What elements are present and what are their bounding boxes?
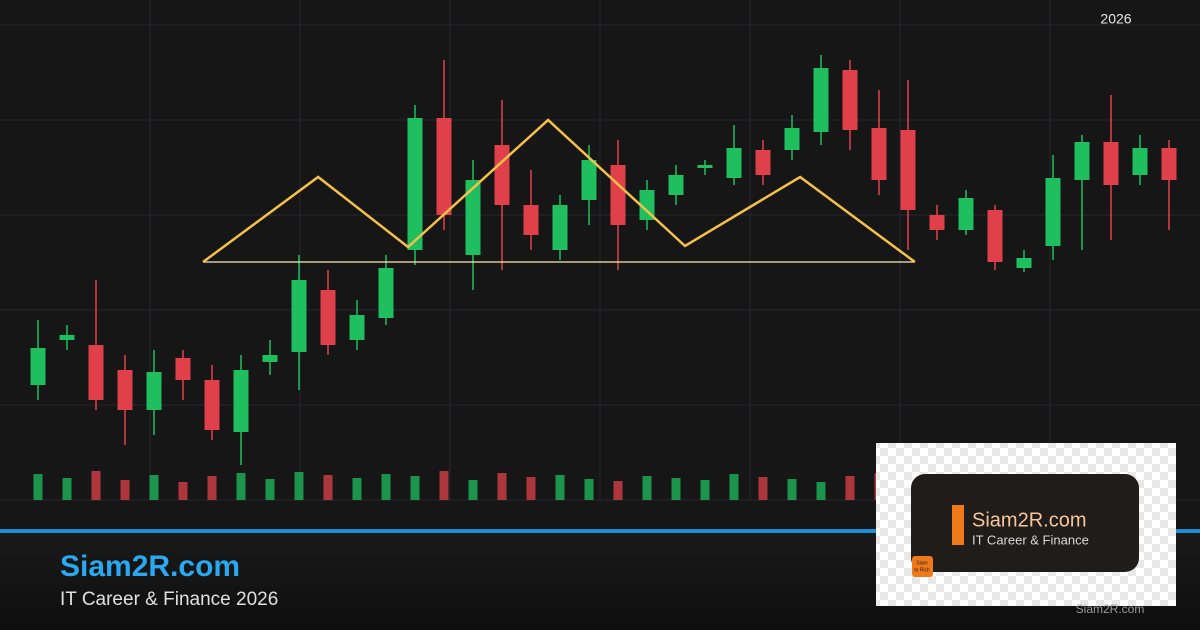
footer-rule xyxy=(0,529,1200,533)
volume-bar xyxy=(555,475,565,500)
candle-body xyxy=(1074,142,1090,180)
volume-bar xyxy=(236,473,246,500)
candle-body xyxy=(639,190,655,220)
candle-body xyxy=(1161,148,1177,180)
logo-badge xyxy=(912,556,933,577)
candle-body xyxy=(900,130,916,210)
volume-bar xyxy=(497,473,507,500)
volume-bar xyxy=(120,480,130,500)
volume-bar xyxy=(700,480,710,500)
volume-bar xyxy=(787,479,797,500)
candle-body xyxy=(349,315,365,340)
candle-body xyxy=(233,370,249,432)
volume-bar xyxy=(149,475,159,500)
year-label: 2026 xyxy=(1100,11,1131,27)
candle-body xyxy=(262,355,278,362)
candle-body xyxy=(784,128,800,150)
candle-body xyxy=(1132,148,1148,175)
candle-body xyxy=(813,68,829,132)
volume-bar xyxy=(729,474,739,500)
volume-bar xyxy=(758,477,768,500)
candle-body xyxy=(958,198,974,230)
candle-body xyxy=(871,128,887,180)
volume-bar xyxy=(410,476,420,500)
candle-body xyxy=(378,268,394,318)
watermark: Siam2R.com xyxy=(1076,602,1145,616)
volume-bar xyxy=(468,480,478,500)
pattern-line xyxy=(202,118,916,264)
candle-body xyxy=(726,148,742,178)
candle-body xyxy=(697,165,713,168)
candle-body xyxy=(523,205,539,235)
volume-bar xyxy=(323,475,333,500)
volume-bar xyxy=(381,474,391,500)
candle-body xyxy=(842,70,858,130)
candle-body xyxy=(668,175,684,195)
volume-bar xyxy=(439,471,449,500)
candle-body xyxy=(407,118,423,250)
logo-subtitle: IT Career & Finance xyxy=(972,532,1089,547)
candle-body xyxy=(1016,258,1032,268)
badge-line: to Rich xyxy=(914,567,930,573)
candle-body xyxy=(987,210,1003,262)
tagline: IT Career & Finance 2026 xyxy=(60,589,278,610)
candle-body xyxy=(175,358,191,380)
volume-bar xyxy=(62,478,72,500)
volume-bar xyxy=(207,476,217,500)
candle-body xyxy=(30,348,46,385)
volume-bar xyxy=(265,479,275,500)
candle-body xyxy=(436,118,452,215)
volume-bar xyxy=(845,476,855,500)
candle-body xyxy=(320,290,336,345)
candle-body xyxy=(117,370,133,410)
candle-body xyxy=(465,180,481,255)
candle-body xyxy=(88,345,104,400)
volume-bar xyxy=(178,482,188,500)
candle-body xyxy=(494,145,510,205)
volume-bar xyxy=(352,478,362,500)
volume-bar xyxy=(91,471,101,500)
candle-body xyxy=(146,372,162,410)
candle-body xyxy=(1103,142,1119,185)
candle-body xyxy=(204,380,220,430)
candle-body xyxy=(610,165,626,225)
volume-bar xyxy=(584,479,594,500)
candle-body xyxy=(755,150,771,175)
badge-line: Siam xyxy=(916,560,927,566)
volume-bar xyxy=(294,472,304,500)
volume-bar xyxy=(642,476,652,500)
logo-card xyxy=(911,474,1139,572)
plot xyxy=(30,55,1177,500)
volume-bar xyxy=(671,478,681,500)
logo-accent xyxy=(952,505,964,545)
site-name: Siam2R.com xyxy=(60,550,240,583)
candle-body xyxy=(1045,178,1061,246)
volume-bar xyxy=(816,482,826,500)
candle-body xyxy=(291,280,307,352)
candle-body xyxy=(929,215,945,230)
volume-bar xyxy=(33,474,43,500)
candle-body xyxy=(59,335,75,340)
volume-bar xyxy=(526,477,536,500)
volume-bar xyxy=(613,481,623,500)
candle-body xyxy=(552,205,568,250)
candle-body xyxy=(581,160,597,200)
logo-title: Siam2R.com xyxy=(972,509,1086,531)
